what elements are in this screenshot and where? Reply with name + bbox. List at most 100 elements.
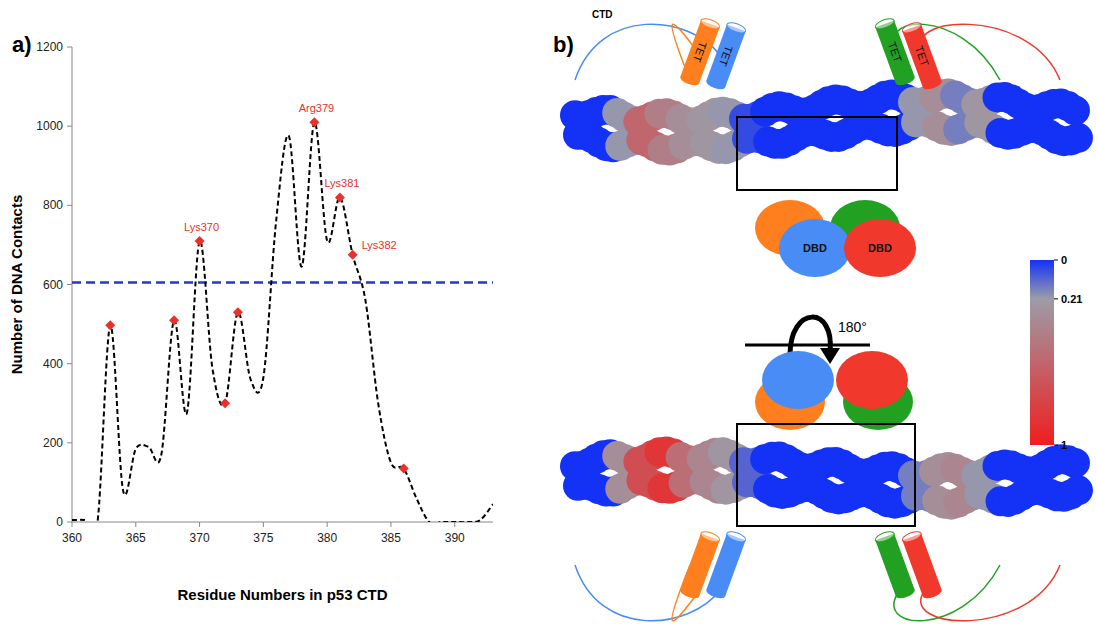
x-tick <box>327 522 328 527</box>
colorbar-tick <box>1054 260 1058 261</box>
y-tick <box>67 363 72 364</box>
highlight-box <box>737 117 897 190</box>
dbd <box>762 351 834 409</box>
helix-cap <box>894 586 916 600</box>
highlight-box <box>737 424 915 526</box>
x-tick <box>390 522 391 527</box>
dbd <box>836 351 908 409</box>
tet-label: TET <box>691 40 709 64</box>
residue-marker <box>169 315 179 325</box>
residue-marker <box>348 250 358 260</box>
x-tick <box>135 522 136 527</box>
colorbar-tick <box>1054 445 1058 446</box>
helix-body <box>706 533 745 596</box>
y-axis-title: Number of DNA Contacts <box>8 195 25 374</box>
dbd-label: DBD <box>803 242 827 254</box>
helix-cap <box>901 530 923 544</box>
tet-label: TET <box>913 44 931 68</box>
colorbar <box>1030 260 1054 445</box>
y-tick-label: 1200 <box>36 40 63 54</box>
helix-cap <box>874 530 896 544</box>
residue-marker <box>399 464 409 474</box>
x-tick-label: 380 <box>317 531 337 545</box>
x-tick-label: 375 <box>253 531 273 545</box>
colorbar-tick <box>1054 298 1058 299</box>
annotation: Arg379 <box>299 102 334 114</box>
tet-helix <box>705 530 747 601</box>
helix-cap <box>725 530 747 544</box>
y-tick <box>67 47 72 48</box>
helix-cap <box>705 77 727 91</box>
helix-cap <box>679 73 701 87</box>
panel-label: a) <box>12 32 32 57</box>
residue-marker <box>105 320 115 330</box>
rotation-label: 180° <box>838 319 867 335</box>
dna-atom <box>1063 123 1093 153</box>
dna-segment <box>1046 444 1093 512</box>
tet-helix: TET <box>901 21 943 92</box>
residue-marker <box>335 192 345 202</box>
ctd-label: CTD <box>592 9 613 20</box>
tet-helix <box>901 530 943 601</box>
helix-cap <box>901 21 923 35</box>
helix-cap <box>679 586 701 600</box>
colorbar-label: 0 <box>1061 254 1067 266</box>
plot-area <box>72 117 493 522</box>
tet-label: TET <box>717 44 735 68</box>
contact-line <box>72 122 493 522</box>
ctd-tail <box>921 565 1060 621</box>
helix-body <box>902 533 941 596</box>
residue-marker <box>309 117 319 127</box>
dna-atom <box>1060 95 1090 125</box>
y-tick <box>67 126 72 127</box>
y-tick <box>67 442 72 443</box>
y-tick <box>67 284 72 285</box>
helix-cap <box>705 586 727 600</box>
x-tick-label: 370 <box>190 531 210 545</box>
rotation-axis <box>745 344 870 347</box>
helix-body <box>706 24 745 87</box>
y-tick <box>67 522 72 523</box>
ctd-tail <box>921 24 1060 80</box>
helix-cap <box>725 21 747 35</box>
helix-cap <box>894 73 916 87</box>
y-tick-label: 1000 <box>36 119 63 133</box>
x-tick <box>263 522 264 527</box>
x-tick <box>72 522 73 527</box>
annotation: Lys382 <box>362 239 397 251</box>
tet-label: TET <box>886 40 904 64</box>
dna <box>560 436 1093 519</box>
x-tick-label: 365 <box>126 531 146 545</box>
dna-segment <box>1046 89 1093 157</box>
x-tick-label: 360 <box>62 531 82 545</box>
residue-marker <box>233 307 243 317</box>
x-axis-title: Residue Numbers in p53 CTD <box>177 586 387 603</box>
helix-cap <box>921 77 943 91</box>
y-tick-label: 200 <box>43 436 63 450</box>
residue-marker <box>195 236 205 246</box>
x-tick <box>199 522 200 527</box>
dbd-label: DBD <box>868 242 892 254</box>
x-tick-label: 390 <box>445 531 465 545</box>
dna-atom <box>1063 475 1093 505</box>
dna-atom <box>1060 448 1090 478</box>
colorbar-label: 1 <box>1061 439 1067 451</box>
y-tick-label: 600 <box>43 278 63 292</box>
ctd-tails <box>575 565 1060 621</box>
dbd <box>779 219 851 277</box>
dna <box>560 78 1093 165</box>
colorbar-label: 0.21 <box>1061 293 1082 305</box>
helix-cap <box>874 17 896 31</box>
ctd-tail <box>894 565 1000 621</box>
y-tick-label: 400 <box>43 357 63 371</box>
annotation: Lys381 <box>324 177 359 189</box>
helix-cap <box>921 586 943 600</box>
helix-body <box>902 24 941 87</box>
annotation: Lys370 <box>184 221 219 233</box>
y-tick-label: 800 <box>43 198 63 212</box>
helix-cap <box>699 17 721 31</box>
dbd <box>844 219 916 277</box>
y-tick-label: 0 <box>56 515 63 529</box>
ctd-tails <box>575 24 1060 80</box>
tet-helix: TET <box>705 21 747 92</box>
